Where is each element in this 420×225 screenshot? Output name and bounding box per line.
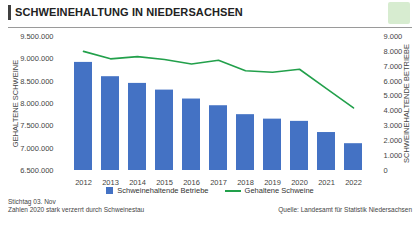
svg-text:2012: 2012 xyxy=(75,178,92,186)
html-text:Gehaltene Schweine: Gehaltene Schweine xyxy=(244,186,314,195)
svg-text:2013: 2013 xyxy=(102,178,119,186)
svg-text:2014: 2014 xyxy=(129,178,146,186)
svg-text:2.000: 2.000 xyxy=(384,136,403,145)
svg-text:7.000: 7.000 xyxy=(384,62,403,71)
svg-text:2019: 2019 xyxy=(264,178,281,186)
svg-text:SCHWEINEHALTENDE BETRIEBE: SCHWEINEHALTENDE BETRIEBE xyxy=(402,44,411,163)
svg-text:0: 0 xyxy=(384,166,388,175)
svg-text:8.000.000: 8.000.000 xyxy=(20,99,53,108)
svg-text:2022: 2022 xyxy=(345,178,362,186)
html-text:SCHWEINEHALTUNG IN NIEDERSACHS: SCHWEINEHALTUNG IN NIEDERSACHSEN xyxy=(15,6,243,18)
svg-text:2015: 2015 xyxy=(156,178,173,186)
svg-text:9.000.000: 9.000.000 xyxy=(20,54,53,63)
svg-text:6.500.000: 6.500.000 xyxy=(20,166,53,175)
svg-text:4.000: 4.000 xyxy=(384,106,403,115)
svg-text:3.000: 3.000 xyxy=(384,121,403,130)
svg-text:5.000: 5.000 xyxy=(384,91,403,100)
html-text:Stichtag 03. Nov: Stichtag 03. Nov xyxy=(8,198,56,205)
html-text:Schweinehaltende Betriebe: Schweinehaltende Betriebe xyxy=(117,186,209,195)
svg-text:2017: 2017 xyxy=(210,178,227,186)
svg-text:8.000: 8.000 xyxy=(384,47,403,56)
svg-text:1.000: 1.000 xyxy=(384,151,403,160)
svg-text:2018: 2018 xyxy=(237,178,254,186)
svg-text:6.000: 6.000 xyxy=(384,77,403,86)
svg-text:8.500.000: 8.500.000 xyxy=(20,77,53,86)
svg-text:9.500.000: 9.500.000 xyxy=(20,32,53,41)
svg-text:2021: 2021 xyxy=(318,178,335,186)
svg-text:2020: 2020 xyxy=(291,178,308,186)
html-text:Zahlen 2020 stark verzerrt dur: Zahlen 2020 stark verzerrt durch Schwein… xyxy=(8,206,145,213)
svg-text:GEHALTENE SCHWEINE: GEHALTENE SCHWEINE xyxy=(11,60,20,147)
svg-text:9.000: 9.000 xyxy=(384,32,403,41)
svg-text:7.500.000: 7.500.000 xyxy=(20,121,53,130)
svg-text:2016: 2016 xyxy=(183,178,200,186)
html-text:Quelle: Landesamt für Statisti: Quelle: Landesamt für Statistik Niedersa… xyxy=(278,206,412,213)
svg-text:7.000.000: 7.000.000 xyxy=(20,144,53,153)
